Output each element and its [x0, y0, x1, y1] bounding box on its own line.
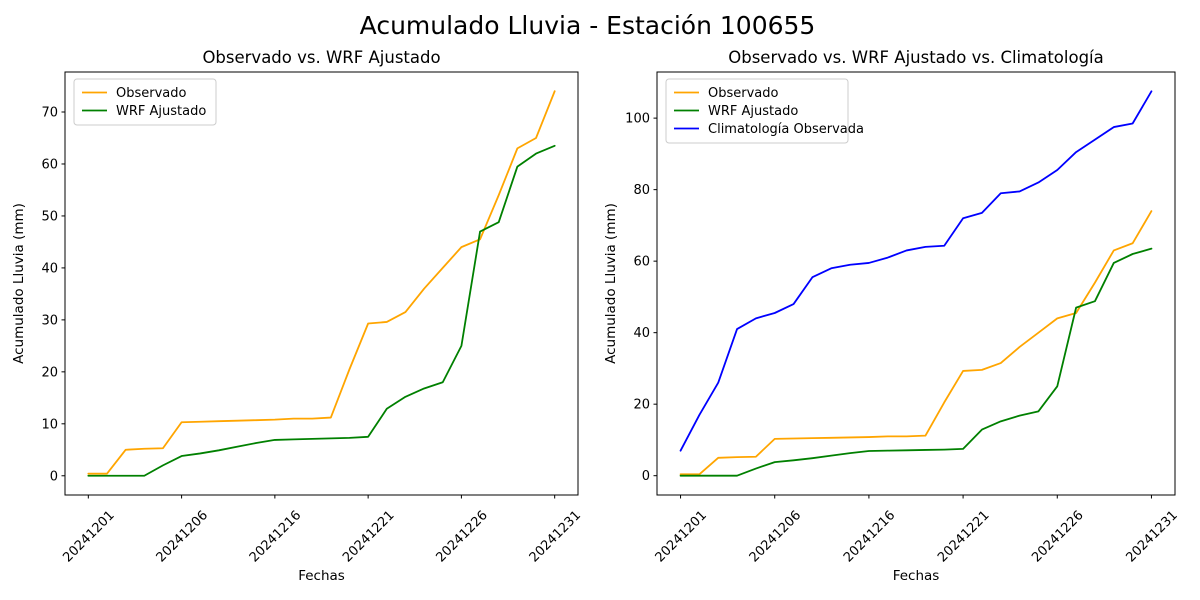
legend-box [73, 78, 217, 126]
legend: Observado WRF Ajustado [73, 78, 217, 126]
x-tick-label: 20241201 [60, 508, 117, 565]
y-tick-label: 30 [41, 313, 58, 328]
x-tick-label: 20241231 [1123, 508, 1180, 565]
y-tick-label: 40 [41, 261, 58, 276]
x-tick-label: 20241226 [1029, 508, 1086, 565]
x-tick-label: 20241221 [935, 508, 992, 565]
figure-title: Acumulado Lluvia - Estación 100655 [359, 11, 816, 40]
left-chart: 0 10 20 30 40 50 60 70 20241201 20241206 20241216 2… [11, 48, 584, 584]
right-chart: 0 20 40 60 80 100 20241201 20241206 20241216 2024… [603, 48, 1181, 584]
series-line-observado [87, 90, 556, 475]
series-line-wrf-ajustado [87, 144, 556, 477]
y-tick-label: 100 [625, 112, 650, 127]
y-tick-label: 0 [642, 469, 650, 484]
x-axis-label: Fechas [298, 568, 345, 584]
subplot-title: Observado vs. WRF Ajustado [202, 48, 440, 67]
x-tick-label: 20241216 [841, 508, 898, 565]
y-tick-label: 20 [41, 365, 58, 380]
y-tick-label: 20 [633, 398, 650, 413]
y-tick-label: 0 [50, 469, 58, 484]
y-tick-label: 60 [633, 255, 650, 270]
legend-label: Observado [116, 86, 187, 101]
legend-label: WRF Ajustado [116, 104, 206, 119]
x-tick-label: 20241221 [340, 508, 397, 565]
subplot-title: Observado vs. WRF Ajustado vs. Climatolo… [728, 48, 1104, 67]
y-tick-label: 10 [41, 417, 58, 432]
y-tick-label: 40 [633, 326, 650, 341]
x-tick-label: 20241231 [527, 508, 584, 565]
y-axis-label: Acumulado Lluvia (mm) [11, 203, 27, 364]
legend-box [665, 78, 849, 144]
plot-frame [656, 71, 1176, 496]
x-tick-label: 20241216 [247, 508, 304, 565]
x-tick-label: 20241206 [747, 508, 804, 565]
legend-label: WRF Ajustado [708, 104, 798, 119]
series-line-wrf-ajustado [679, 247, 1153, 477]
x-tick-label: 20241206 [154, 508, 211, 565]
y-tick-label: 50 [41, 209, 58, 224]
plot-frame [64, 71, 579, 496]
x-tick-label: 20241201 [653, 508, 710, 565]
y-tick-label: 70 [41, 106, 58, 121]
y-tick-label: 60 [41, 157, 58, 172]
series-line-observado [679, 210, 1153, 476]
y-tick-label: 80 [633, 183, 650, 198]
series-line-climatologia-observada [679, 90, 1153, 452]
y-axis-label: Acumulado Lluvia (mm) [603, 203, 619, 364]
legend-label: Climatología Observada [708, 122, 864, 137]
x-tick-label: 20241226 [433, 508, 490, 565]
legend: Observado WRF Ajustado Climatología Observ… [665, 78, 864, 144]
legend-label: Observado [708, 86, 779, 101]
x-axis-label: Fechas [893, 568, 940, 584]
